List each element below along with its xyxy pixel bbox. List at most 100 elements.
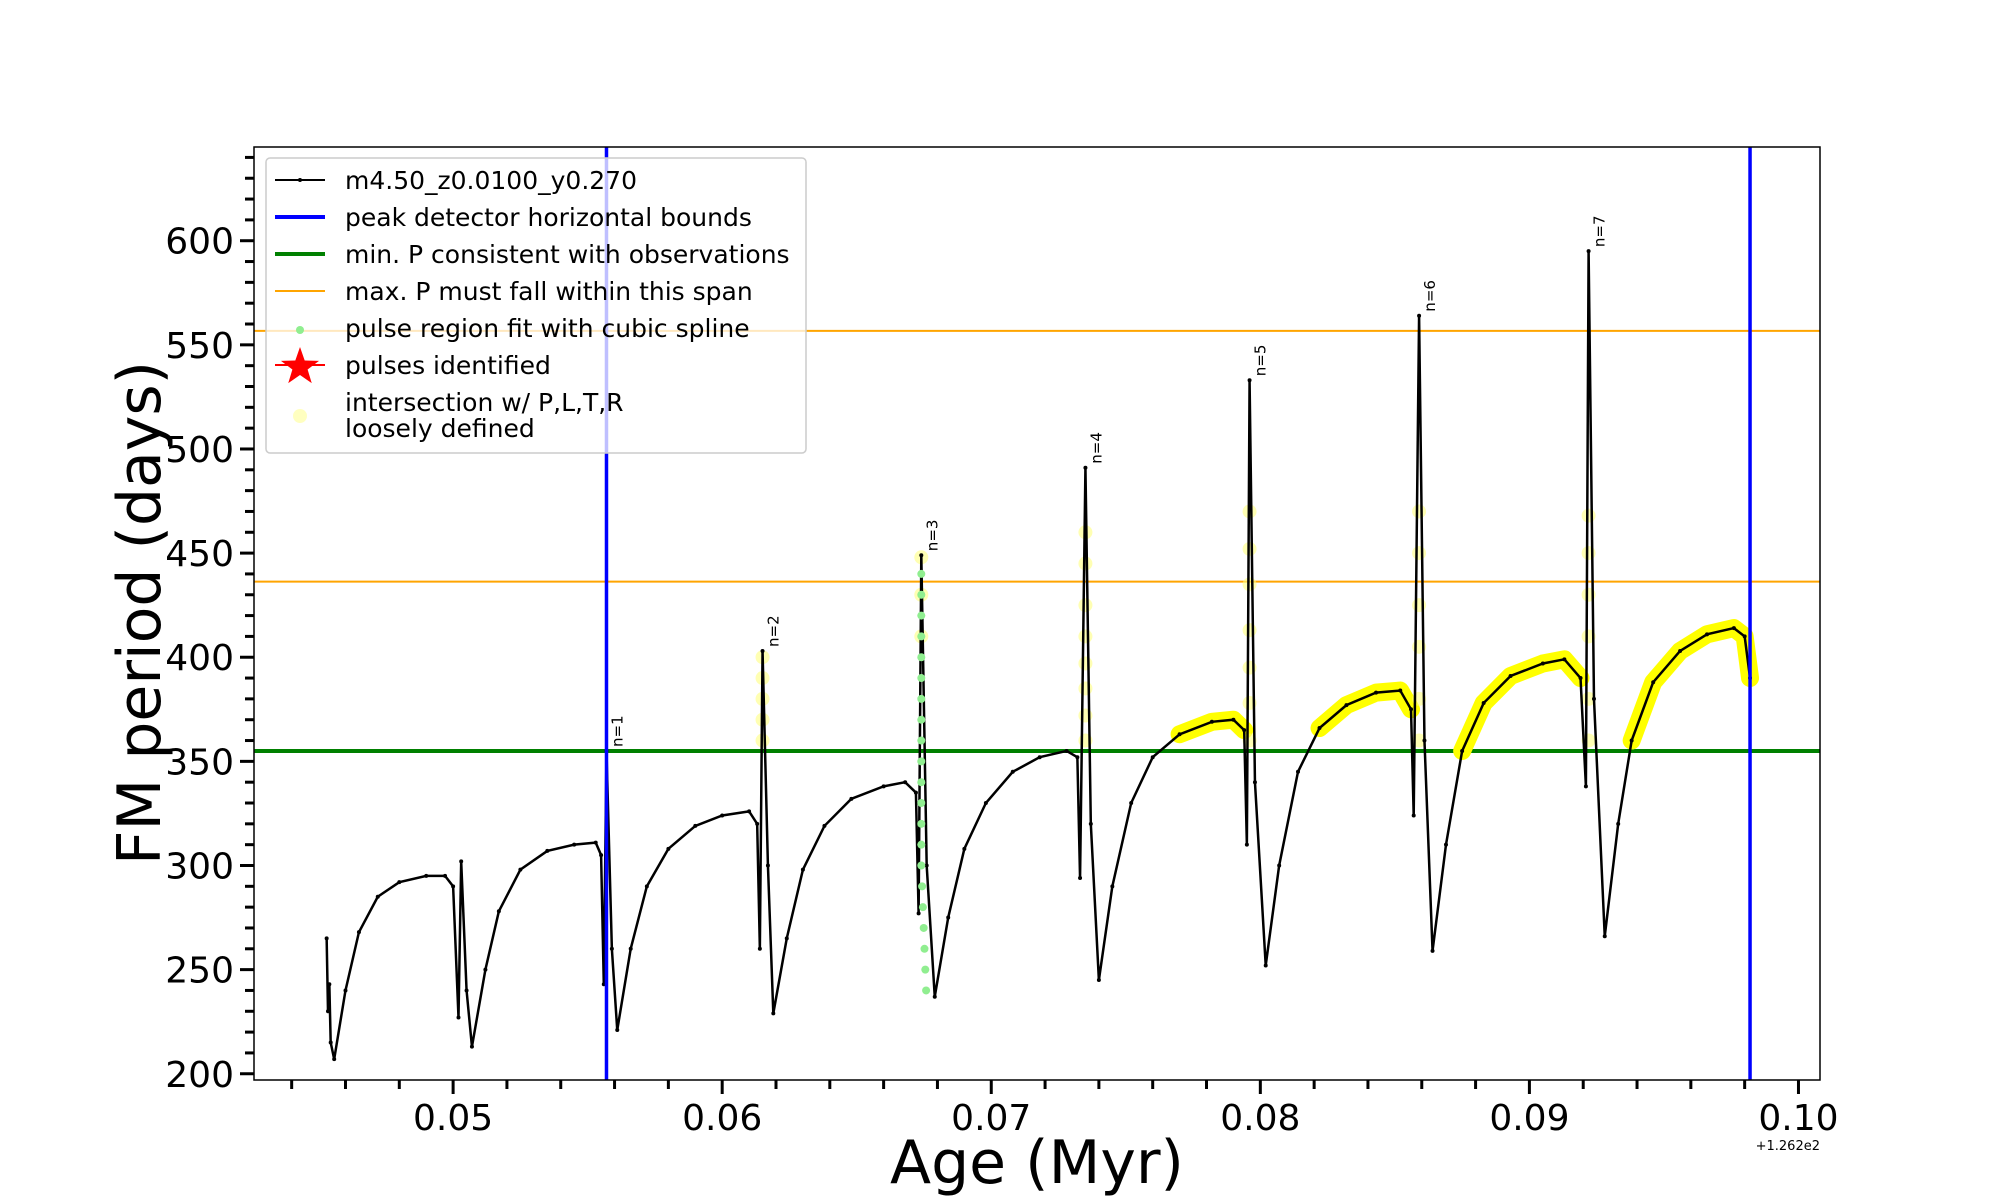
series-point [375,894,380,899]
series-point [1075,755,1080,760]
spline-point [917,653,926,662]
loosely-defined-point [1412,504,1427,519]
loosely-defined-point [1078,598,1093,613]
legend-marker-icon [298,178,302,182]
series-point [919,553,924,558]
y-tick-label: 350 [165,742,234,783]
y-tick-label: 400 [165,638,234,679]
spline-point [917,569,926,578]
spline-point [918,882,927,891]
series-point [1083,465,1088,470]
legend-circle-icon [293,409,307,423]
spline-point [920,944,929,953]
x-offset-text: +1.262e2 [1756,1139,1820,1154]
spline-point [922,986,931,995]
legend-box [265,157,807,454]
loosely-defined-point [1078,629,1093,644]
spline-point [918,903,927,912]
series-point [932,994,937,999]
series-point [469,1044,474,1049]
x-tick-label: 0.08 [1220,1098,1300,1139]
series-point [1651,680,1656,685]
series-point [1629,738,1634,743]
x-axis-label: Age (Myr) [890,1128,1184,1198]
x-tick-label: 0.09 [1489,1098,1569,1139]
x-tick-label: 0.10 [1758,1098,1838,1139]
series-point [324,936,329,941]
x-tick-label: 0.06 [682,1098,762,1139]
series-point [593,840,598,845]
series-point [1578,676,1583,681]
series-point [496,909,501,914]
series-point [451,884,456,889]
pulse-label: n=2 [765,615,783,647]
y-tick-label: 600 [165,222,234,263]
series-point [1481,701,1486,706]
series-point [1398,688,1403,693]
series-point [1540,661,1545,666]
spline-point [917,611,926,620]
series-point [916,911,921,916]
series-point [356,930,361,935]
series-point [1247,378,1252,383]
series-point [397,880,402,885]
series-point [1678,648,1683,653]
loosely-defined-point [1581,508,1596,523]
y-tick-label: 450 [165,534,234,575]
series-point [343,988,348,993]
series-point [946,915,951,920]
series-point [1010,769,1015,774]
series-point [459,859,464,864]
pulse-label: n=1 [608,715,626,747]
series-point [545,848,550,853]
series-point [644,884,649,889]
series-point [1150,755,1155,760]
series-point [849,796,854,801]
series-point [464,988,469,993]
series-point [1616,821,1621,826]
spline-point [917,694,926,703]
pulse-label: n=3 [923,520,941,552]
legend-label: loosely defined [345,414,535,443]
spline-point [919,923,928,932]
series-point [800,867,805,872]
spline-point [917,799,926,808]
series-point [924,863,929,868]
series-point [1731,626,1736,631]
legend-dot-icon [296,326,304,334]
loosely-defined-point [1412,546,1427,561]
legend-label: max. P must fall within this span [345,277,753,306]
loosely-defined-point [1078,556,1093,571]
legend-label: intersection w/ P,L,T,R [345,388,624,417]
series-point [1242,728,1247,733]
pulse-label: n=4 [1087,432,1105,464]
legend-label: min. P consistent with observations [345,240,790,269]
spline-point [917,674,926,683]
spline-point [917,590,926,599]
series-point [599,853,604,858]
series-point [1411,813,1416,818]
series-point [1704,632,1709,637]
y-axis-label: FM period (days) [105,361,175,865]
series-point [1430,948,1435,953]
series-point [628,946,633,951]
legend-label: pulse region fit with cubic spline [345,314,750,343]
series-point [760,648,765,653]
series-point [456,1015,461,1020]
axis-ticks: 200 250 300 350 400 450 500 550 600 0.05 0.06 0.07 0… [165,155,1839,1139]
series-point [983,801,988,806]
loosely-defined-point [1242,733,1257,748]
spline-point [917,840,926,849]
series-point [1177,732,1182,737]
series-point [962,846,967,851]
series-point [1277,863,1282,868]
series-point [1583,784,1588,789]
series-point [755,821,760,826]
series-point [1422,738,1427,743]
series-point [757,946,762,951]
series-point [1409,707,1414,712]
loosely-defined-point [1078,681,1093,696]
y-tick-label: 200 [165,1055,234,1096]
